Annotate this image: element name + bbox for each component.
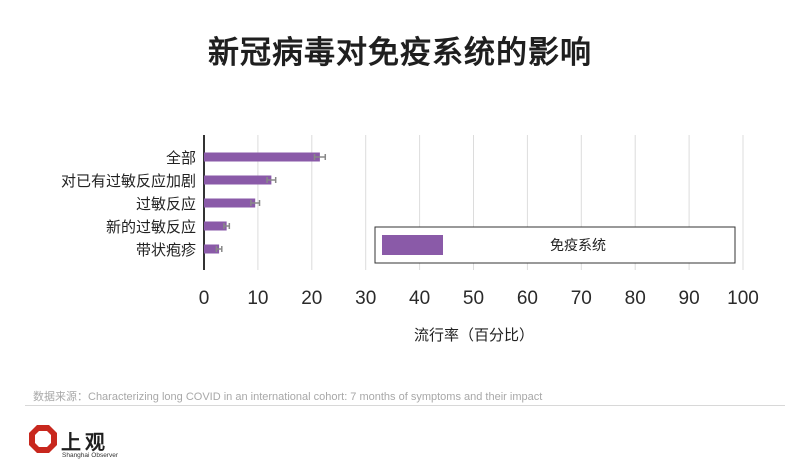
y-tick-label: 对已有过敏反应加剧 [61,172,196,190]
legend-swatch [382,235,443,255]
publisher-logo: 上观 Shanghai Observer [28,424,128,466]
y-tick-label: 带状疱疹 [136,241,196,259]
page-title: 新冠病毒对免疫系统的影响 [208,35,592,71]
divider [25,405,785,406]
logo-subtitle: Shanghai Observer [62,452,119,459]
x-tick-label: 100 [727,288,759,309]
x-tick-label: 40 [409,288,430,309]
logo-name: 上观 [61,430,109,454]
logo-octagon-icon [29,425,57,453]
x-tick-label: 50 [463,288,484,309]
y-tick-label: 全部 [166,149,196,167]
bar [204,152,320,162]
x-tick-label: 20 [301,288,322,309]
x-tick-label: 70 [571,288,592,309]
y-tick-label: 过敏反应 [136,195,196,213]
x-tick-label: 30 [355,288,376,309]
bar [204,175,272,185]
source-note: 数据来源：Characterizing long COVID in an int… [33,391,543,403]
bar [204,244,220,254]
x-tick-label: 0 [199,288,210,309]
y-tick-label: 新的过敏反应 [106,218,196,236]
x-axis-label: 流行率（百分比） [414,326,534,344]
legend-label: 免疫系统 [550,238,606,254]
x-tick-label: 80 [625,288,646,309]
bar-chart: 0 10 20 30 40 50 60 70 80 90 100 全部对已有过敏反应加剧过敏反应新的过… [61,135,759,344]
x-tick-label: 10 [247,288,268,309]
x-tick-label: 90 [679,288,700,309]
x-tick-label: 60 [517,288,538,309]
bar [204,198,256,208]
bar [204,221,227,231]
